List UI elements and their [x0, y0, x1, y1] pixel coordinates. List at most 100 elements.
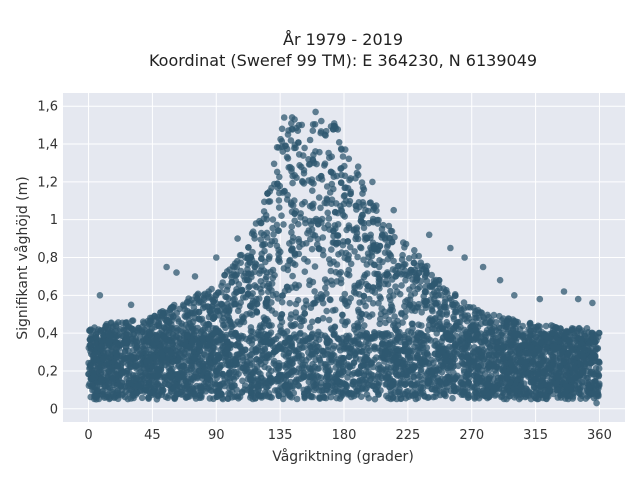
scatter-point [322, 284, 329, 292]
scatter-point [537, 339, 545, 347]
scatter-point [399, 251, 406, 259]
scatter-point [316, 148, 323, 156]
scatter-point [583, 325, 591, 332]
scatter-point [481, 370, 489, 378]
scatter-point [208, 285, 215, 293]
scatter-point [460, 299, 468, 306]
scatter-point [405, 303, 413, 310]
scatter-point [345, 271, 353, 279]
scatter-point [318, 215, 326, 223]
scatter-point [322, 394, 330, 402]
scatter-point [374, 220, 382, 227]
scatter-point [263, 269, 271, 276]
scatter-point [428, 283, 436, 290]
scatter-point [103, 361, 110, 368]
scatter-point [587, 369, 594, 377]
scatter-point [455, 338, 462, 346]
scatter-point [291, 261, 299, 269]
scatter-point [186, 299, 193, 307]
scatter-point [342, 184, 349, 191]
scatter-point [219, 279, 226, 286]
scatter-point [540, 357, 547, 365]
scatter-point [318, 117, 325, 125]
scatter-point [335, 344, 343, 351]
scatter-point [323, 183, 331, 190]
scatter-point [291, 144, 298, 152]
scatter-point [218, 380, 225, 388]
scatter-point [405, 254, 413, 262]
scatter-point [257, 236, 265, 243]
scatter-point [327, 260, 334, 267]
scatter-point [359, 211, 366, 219]
scatter-point [341, 254, 349, 262]
scatter-point [94, 350, 101, 357]
scatter-point [337, 269, 345, 276]
scatter-point [309, 318, 316, 326]
scatter-point [347, 243, 354, 251]
scatter-point [199, 360, 206, 367]
scatter-point [337, 276, 345, 283]
scatter-point [235, 281, 243, 288]
scatter-point [565, 337, 573, 345]
scatter-point [234, 307, 242, 315]
scatter-point [393, 345, 401, 353]
scatter-point [561, 333, 568, 340]
chart-title: År 1979 - 2019 [283, 30, 403, 49]
scatter-point [492, 370, 500, 377]
scatter-point [532, 394, 539, 402]
scatter-point [251, 282, 259, 289]
scatter-point [377, 373, 384, 380]
scatter-point [121, 393, 129, 401]
scatter-point [421, 273, 429, 281]
scatter-point [263, 315, 271, 323]
scatter-point [247, 328, 255, 335]
scatter-point [296, 243, 303, 251]
scatter-point [257, 392, 265, 400]
scatter-point [244, 290, 252, 298]
scatter-point [271, 237, 279, 245]
scatter-point [311, 381, 318, 388]
scatter-point [349, 337, 357, 345]
scatter-point [542, 392, 549, 400]
scatter-point [309, 121, 317, 128]
scatter-point [421, 393, 429, 400]
scatter-point [107, 332, 114, 340]
scatter-point [168, 310, 175, 318]
scatter-point [498, 317, 506, 324]
scatter-point [304, 258, 311, 265]
scatter-point [367, 199, 374, 206]
scatter-point [398, 282, 405, 289]
scatter-point [208, 347, 216, 355]
scatter-point [288, 229, 295, 236]
scatter-point [211, 381, 218, 388]
scatter-point [333, 261, 341, 268]
scatter-point [257, 285, 264, 293]
scatter-point [437, 305, 445, 313]
scatter-point [314, 317, 322, 324]
scatter-point [285, 164, 293, 171]
scatter-point [357, 341, 364, 348]
scatter-point [400, 365, 407, 373]
scatter-point [242, 346, 249, 354]
scatter-point [288, 223, 296, 230]
scatter-point [374, 344, 382, 352]
scatter-point [324, 209, 332, 217]
scatter-point [175, 318, 183, 325]
scatter-point [280, 221, 287, 228]
scatter-point [300, 304, 308, 312]
scatter-point [409, 325, 416, 332]
scatter-point [480, 313, 487, 321]
scatter-point [595, 365, 603, 372]
scatter-point [485, 351, 493, 359]
scatter-point [325, 316, 333, 324]
scatter-point [464, 394, 472, 402]
scatter-point [274, 227, 282, 234]
scatter-point [225, 390, 232, 397]
scatter-point [306, 202, 314, 210]
scatter-point [423, 378, 431, 385]
scatter-point [317, 204, 324, 212]
scatter-point [253, 308, 260, 316]
scatter-point [311, 232, 319, 239]
scatter-point [583, 374, 590, 382]
scatter-point [593, 373, 600, 380]
